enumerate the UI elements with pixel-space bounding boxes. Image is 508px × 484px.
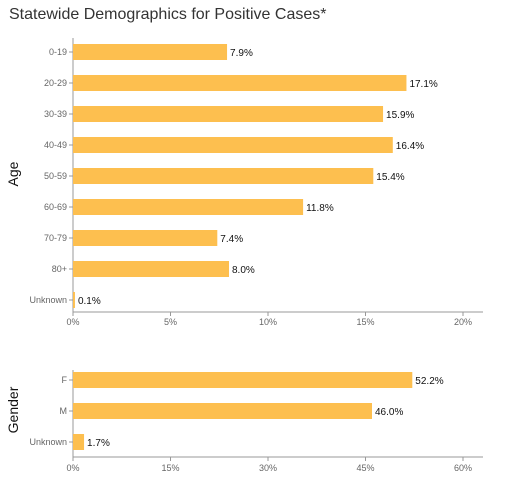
bar bbox=[73, 75, 407, 91]
y-tick-label: 50-59 bbox=[44, 171, 67, 181]
x-tick-label: 0% bbox=[66, 463, 79, 473]
x-tick-label: 45% bbox=[356, 463, 374, 473]
data-label: 52.2% bbox=[415, 376, 443, 387]
bar bbox=[73, 168, 374, 184]
data-label: 8.0% bbox=[232, 265, 255, 276]
bar bbox=[73, 292, 75, 308]
x-tick-label: 60% bbox=[454, 463, 472, 473]
bar bbox=[73, 137, 393, 153]
bar bbox=[73, 434, 85, 450]
bar bbox=[73, 106, 384, 122]
y-tick-label: 80+ bbox=[52, 264, 67, 274]
y-tick-label: 60-69 bbox=[44, 202, 67, 212]
data-label: 46.0% bbox=[375, 407, 403, 418]
y-tick-label: 20-29 bbox=[44, 78, 67, 88]
y-tick-label: 40-49 bbox=[44, 140, 67, 150]
y-tick-label: M bbox=[60, 406, 68, 416]
data-label: 15.9% bbox=[386, 110, 414, 121]
data-label: 0.1% bbox=[78, 296, 101, 307]
y-tick-label: Unknown bbox=[29, 295, 67, 305]
data-label: 11.8% bbox=[306, 203, 334, 214]
data-label: 16.4% bbox=[396, 141, 424, 152]
y-axis-label: Gender bbox=[5, 386, 21, 433]
y-tick-label: Unknown bbox=[29, 437, 67, 447]
x-tick-label: 5% bbox=[164, 317, 177, 327]
data-label: 1.7% bbox=[87, 438, 110, 449]
y-tick-label: 0-19 bbox=[49, 47, 67, 57]
y-tick-label: 70-79 bbox=[44, 233, 67, 243]
x-tick-label: 20% bbox=[454, 317, 472, 327]
bar bbox=[73, 44, 228, 60]
data-label: 7.9% bbox=[230, 48, 253, 59]
bar bbox=[73, 372, 413, 388]
y-axis-label: Age bbox=[5, 161, 21, 186]
x-tick-label: 30% bbox=[259, 463, 277, 473]
y-tick-label: F bbox=[62, 375, 68, 385]
bar bbox=[73, 261, 229, 277]
x-tick-label: 10% bbox=[259, 317, 277, 327]
bar bbox=[73, 199, 304, 215]
x-tick-label: 15% bbox=[161, 463, 179, 473]
y-tick-label: 30-39 bbox=[44, 109, 67, 119]
x-tick-label: 0% bbox=[66, 317, 79, 327]
data-label: 7.4% bbox=[220, 234, 243, 245]
data-label: 15.4% bbox=[376, 172, 404, 183]
bar bbox=[73, 230, 218, 246]
chart-title: Statewide Demographics for Positive Case… bbox=[9, 6, 327, 23]
data-label: 17.1% bbox=[409, 79, 437, 90]
bar bbox=[73, 403, 372, 419]
x-tick-label: 15% bbox=[356, 317, 374, 327]
